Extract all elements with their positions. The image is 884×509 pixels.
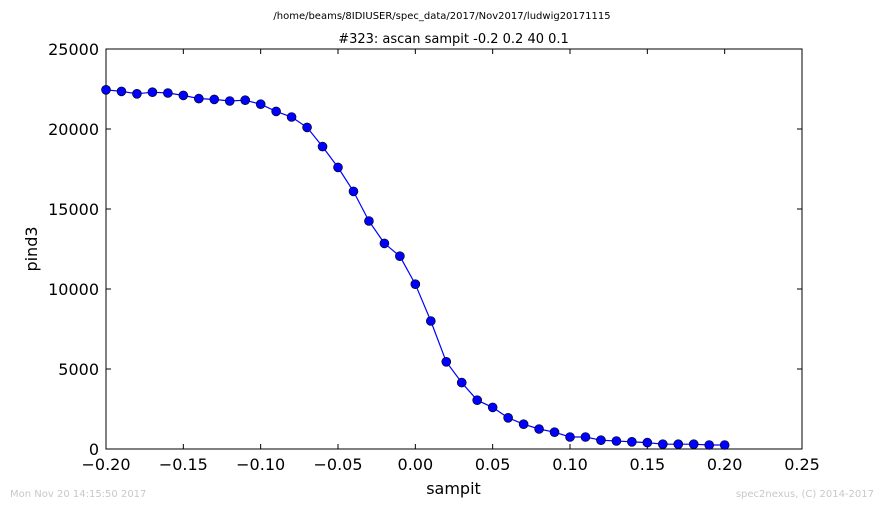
data-point — [534, 424, 544, 434]
x-tick-label: −0.10 — [236, 455, 285, 474]
data-point — [132, 89, 142, 99]
x-tick-label: −0.20 — [81, 455, 130, 474]
data-point — [271, 106, 281, 117]
data-point — [163, 88, 173, 98]
data-point — [518, 419, 529, 430]
x-tick-label: 0.25 — [784, 455, 820, 474]
x-tick-label: 0.05 — [475, 455, 511, 474]
data-point — [425, 316, 436, 326]
chart-suptitle: /home/beams/8IDIUSER/spec_data/2017/Nov2… — [273, 11, 610, 22]
data-point — [209, 94, 220, 105]
y-tick-label: 0 — [89, 440, 99, 459]
chart-title: #323: ascan sampit -0.2 0.2 40 0.1 — [338, 32, 569, 47]
x-axis-label: sampit — [426, 479, 481, 498]
y-axis-label: pind3 — [22, 226, 41, 271]
data-point — [719, 440, 730, 450]
x-tick-label: 0.10 — [552, 455, 588, 474]
footer-timestamp: Mon Nov 20 14:15:50 2017 — [10, 489, 147, 500]
x-tick-label: 0.00 — [398, 455, 434, 474]
data-point — [472, 395, 483, 406]
data-point — [364, 216, 374, 226]
data-point — [642, 437, 653, 448]
data-point — [549, 427, 560, 438]
data-point — [333, 162, 343, 173]
data-point — [704, 440, 715, 450]
data-point — [116, 86, 127, 97]
data-point — [302, 122, 312, 133]
data-point — [688, 439, 699, 450]
data-point — [286, 112, 297, 122]
data-point — [657, 439, 668, 450]
y-tick-label: 15000 — [48, 200, 99, 219]
plot-layer: −0.20 −0.15 −0.10 −0.05 0.00 0.05 0.10 0.15 0.20… — [48, 40, 820, 474]
data-point — [580, 432, 591, 442]
data-point — [224, 96, 235, 106]
data-point — [611, 436, 622, 446]
data-point — [596, 435, 606, 446]
data-point — [255, 99, 266, 109]
footer-credit: spec2nexus, (C) 2014-2017 — [735, 489, 874, 500]
data-point — [178, 90, 189, 101]
data-point — [240, 95, 250, 105]
data-point — [565, 432, 575, 442]
y-tick-label: 20000 — [48, 120, 99, 139]
x-tick-label: 0.20 — [707, 455, 743, 474]
data-point — [348, 186, 359, 197]
data-point — [317, 141, 328, 152]
plot-frame — [105, 48, 803, 450]
series-line — [105, 89, 725, 446]
data-point — [194, 93, 204, 104]
y-tick-label: 10000 — [48, 280, 99, 299]
x-tick-label: −0.05 — [313, 455, 362, 474]
data-point — [379, 238, 390, 249]
data-point — [627, 436, 637, 447]
data-point — [395, 251, 405, 262]
data-point — [487, 402, 498, 413]
data-point — [456, 377, 467, 388]
data-point — [147, 87, 158, 97]
data-point — [101, 85, 111, 95]
data-point — [673, 439, 684, 450]
data-point — [441, 356, 452, 367]
y-tick-label: 5000 — [58, 360, 99, 379]
x-tick-label: −0.15 — [159, 455, 208, 474]
x-tick-label: 0.15 — [630, 455, 666, 474]
y-tick-label: 25000 — [48, 40, 99, 59]
data-point — [503, 412, 513, 423]
data-point — [410, 279, 421, 290]
